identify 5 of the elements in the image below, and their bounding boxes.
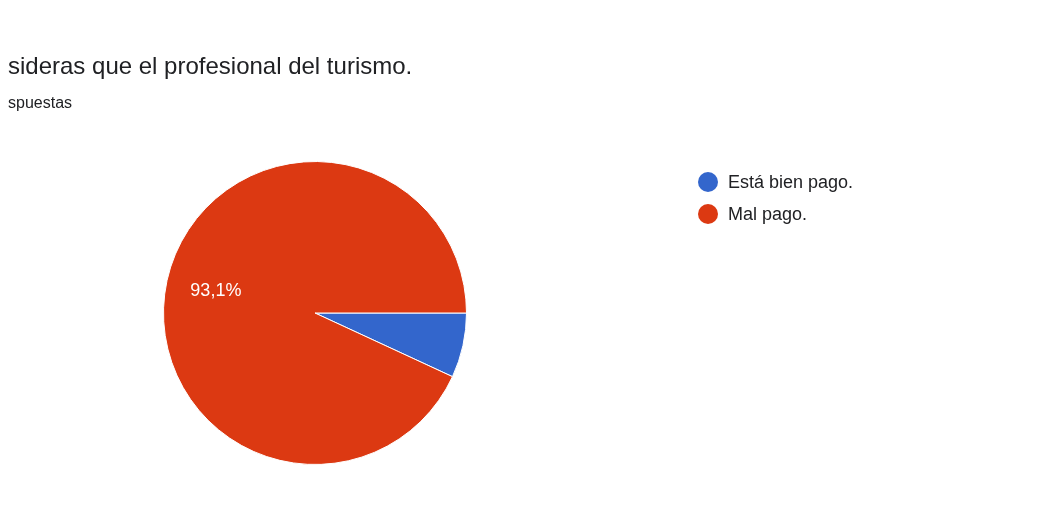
- data-label: 93,1%: [190, 280, 242, 301]
- legend-label: Mal pago.: [728, 203, 808, 225]
- legend-label: Está bien pago.: [728, 171, 854, 193]
- chart-title: sideras que el profesional del turismo.: [8, 52, 413, 80]
- chart-subtitle: spuestas: [8, 94, 73, 112]
